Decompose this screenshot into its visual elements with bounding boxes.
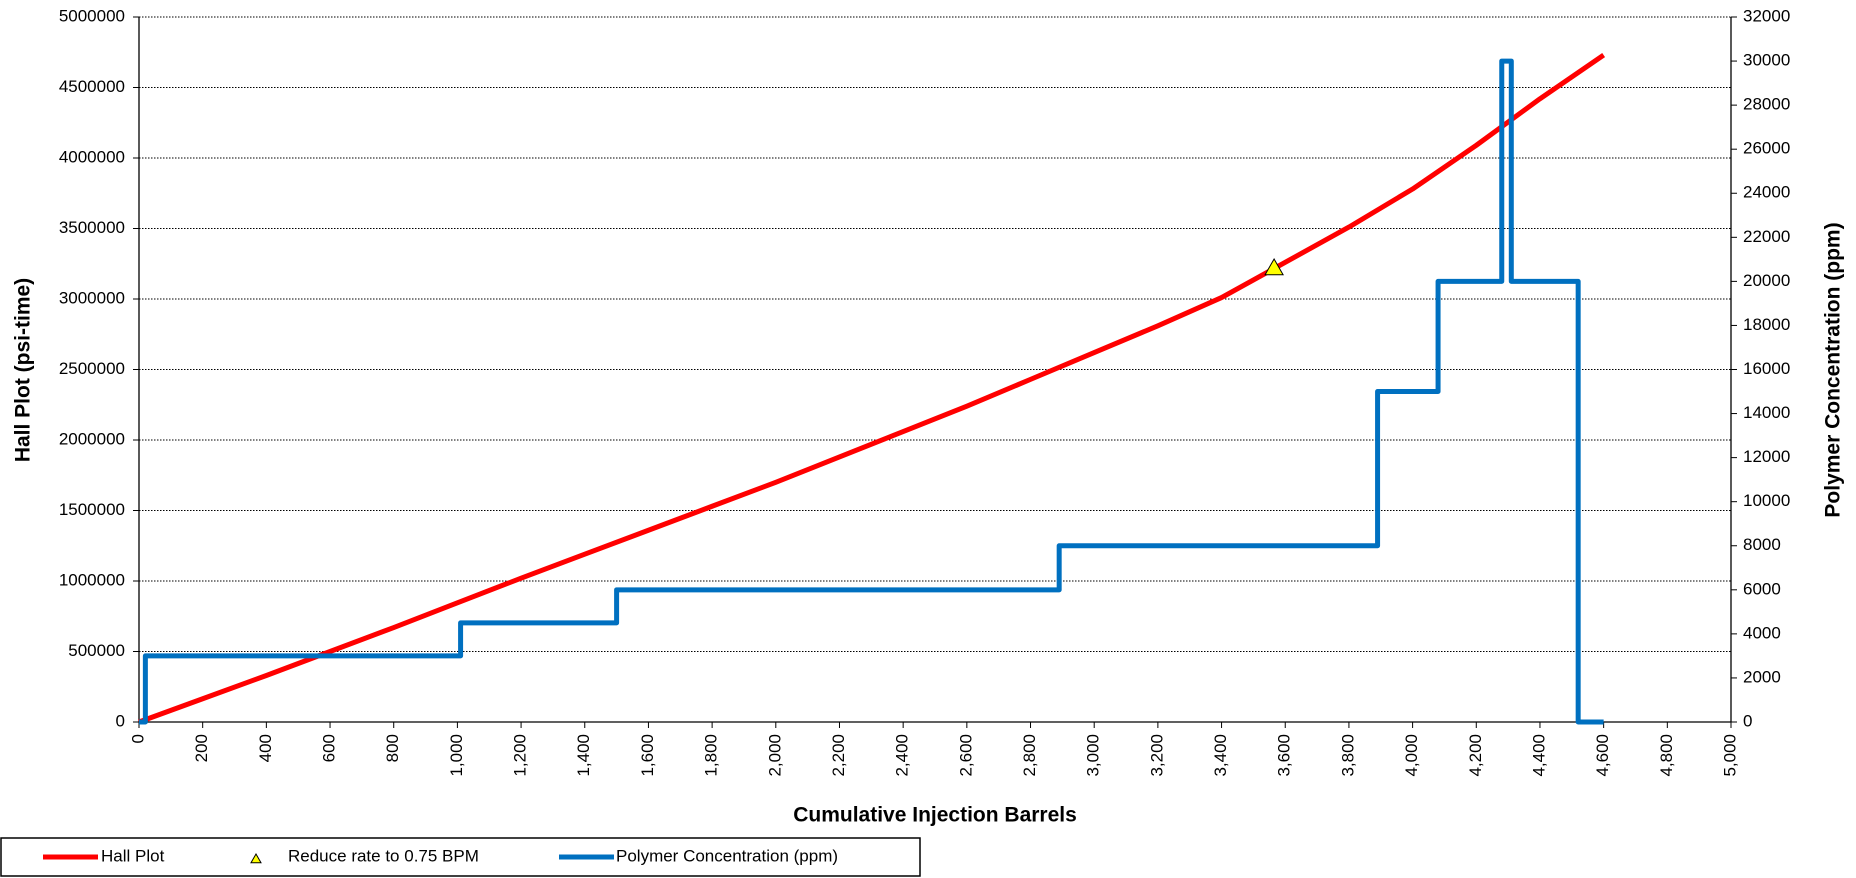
y2-tick-label: 8000	[1743, 535, 1781, 554]
x-tick-label: 3,200	[1147, 734, 1166, 777]
y-tick-label: 500000	[68, 641, 125, 660]
x-tick-label: 3,600	[1275, 734, 1294, 777]
legend-label: Polymer Concentration (ppm)	[616, 846, 838, 865]
y2-tick-label: 16000	[1743, 359, 1790, 378]
y2-tick-label: 22000	[1743, 227, 1790, 246]
x-tick-label: 1,200	[511, 734, 530, 777]
x-tick-label: 3,400	[1211, 734, 1230, 777]
x-tick-label: 600	[320, 734, 339, 762]
x-axis-title: Cumulative Injection Barrels	[793, 804, 1077, 827]
y-tick-label: 2500000	[59, 359, 125, 378]
y-tick-label: 3500000	[59, 218, 125, 237]
y2-tick-label: 12000	[1743, 447, 1790, 466]
x-tick-label: 800	[383, 734, 402, 762]
y2-tick-label: 18000	[1743, 315, 1790, 334]
y-tick-label: 5000000	[59, 6, 125, 25]
y2-tick-label: 10000	[1743, 491, 1790, 510]
legend-label: Reduce rate to 0.75 BPM	[288, 846, 479, 865]
y-axis-title: Hall Plot (psi-time)	[12, 278, 35, 462]
x-tick-label: 2,200	[829, 734, 848, 777]
x-tick-label: 1,400	[574, 734, 593, 777]
x-tick-label: 4,000	[1402, 734, 1421, 777]
y-tick-label: 2000000	[59, 429, 125, 448]
y2-tick-label: 30000	[1743, 51, 1790, 70]
x-tick-label: 4,800	[1657, 734, 1676, 777]
y-tick-label: 0	[116, 711, 125, 730]
x-tick-label: 2,800	[1020, 734, 1039, 777]
x-tick-label: 1,800	[702, 734, 721, 777]
series-line	[138, 53, 1606, 725]
x-tick-label: 3,800	[1338, 734, 1357, 777]
series-line	[139, 58, 1604, 725]
y2-tick-label: 32000	[1743, 6, 1790, 25]
x-tick-label: 5,000	[1720, 734, 1739, 777]
y-tick-label: 4000000	[59, 147, 125, 166]
x-tick-label: 4,200	[1466, 734, 1485, 777]
y2-tick-label: 20000	[1743, 271, 1790, 290]
x-tick-label: 1,600	[638, 734, 657, 777]
y2-tick-label: 4000	[1743, 623, 1781, 642]
x-tick-label: 2,600	[956, 734, 975, 777]
legend-box	[0, 837, 921, 877]
y2-tick-label: 0	[1743, 711, 1752, 730]
y2-tick-label: 24000	[1743, 183, 1790, 202]
y2-axis-title: Polymer Concentration (ppm)	[1822, 222, 1845, 517]
x-tick-label: 2,000	[765, 734, 784, 777]
y-tick-label: 1500000	[59, 500, 125, 519]
y2-tick-label: 6000	[1743, 579, 1781, 598]
y2-tick-label: 26000	[1743, 139, 1790, 158]
x-tick-label: 3,000	[1084, 734, 1103, 777]
legend-swatch	[250, 852, 262, 864]
x-tick-label: 200	[192, 734, 211, 762]
y-tick-label: 3000000	[59, 288, 125, 307]
y2-tick-label: 14000	[1743, 403, 1790, 422]
x-tick-label: 1,000	[447, 734, 466, 777]
y-tick-label: 1000000	[59, 570, 125, 589]
x-tick-label: 2,400	[893, 734, 912, 777]
x-tick-label: 4,600	[1593, 734, 1612, 777]
y2-tick-label: 2000	[1743, 667, 1781, 686]
x-tick-label: 0	[128, 734, 147, 743]
marker	[1264, 257, 1284, 276]
y-tick-label: 4500000	[59, 77, 125, 96]
x-tick-label: 400	[256, 734, 275, 762]
legend-label: Hall Plot	[101, 846, 165, 865]
y2-tick-label: 28000	[1743, 95, 1790, 114]
x-tick-label: 4,400	[1529, 734, 1548, 777]
